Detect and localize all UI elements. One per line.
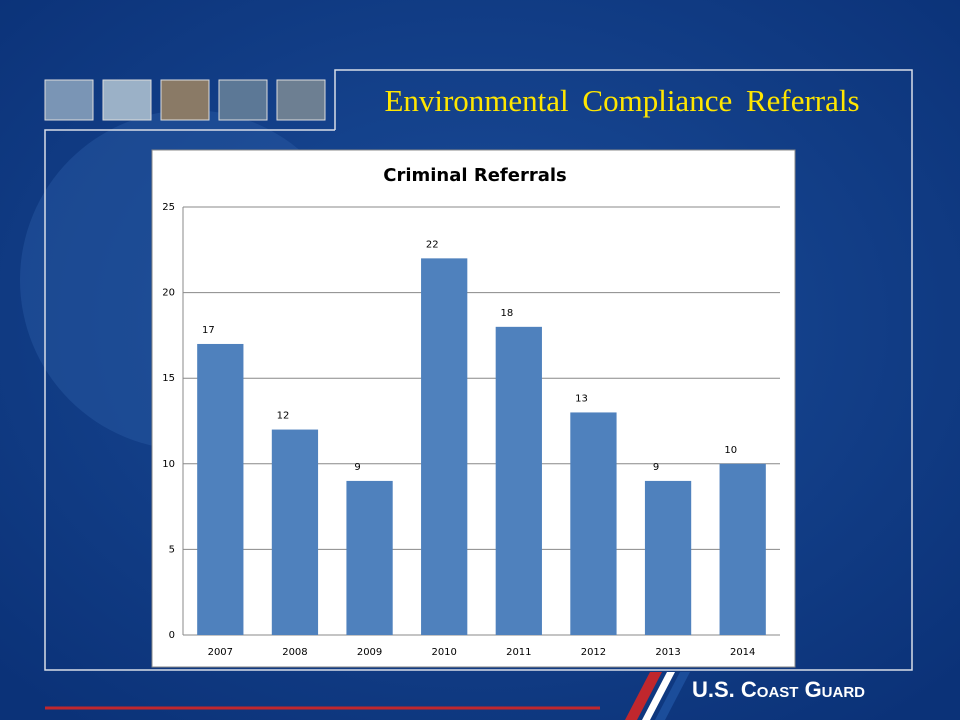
x-tick-label: 2009	[357, 647, 382, 658]
photo-strip	[44, 79, 326, 121]
x-tick-label: 2010	[431, 647, 456, 658]
stripe	[625, 672, 662, 720]
y-tick-label: 5	[169, 544, 175, 555]
photo	[102, 79, 152, 121]
bar	[271, 429, 319, 635]
data-label: 13	[575, 393, 588, 404]
data-label: 9	[354, 462, 360, 473]
bar	[346, 480, 393, 635]
bar	[197, 343, 244, 635]
x-tick-label: 2013	[655, 647, 680, 658]
x-tick-label: 2011	[506, 647, 531, 658]
stripe	[655, 672, 690, 720]
photo	[160, 79, 210, 121]
frame	[44, 69, 913, 671]
data-label: 18	[501, 308, 514, 319]
footer: U.S. Coast Guard	[45, 672, 865, 720]
data-label: 9	[653, 462, 659, 473]
data-label: 10	[724, 445, 737, 456]
data-label: 22	[426, 239, 439, 250]
photo	[218, 79, 268, 121]
slide-title: Environmental Compliance Referrals	[384, 83, 859, 118]
chart-title: Criminal Referrals	[383, 165, 566, 186]
x-tick-label: 2007	[208, 647, 233, 658]
y-tick-label: 25	[162, 202, 175, 213]
y-tick-label: 20	[162, 288, 175, 299]
chart-area	[151, 149, 796, 668]
bar	[495, 326, 542, 635]
x-tick-label: 2008	[282, 647, 307, 658]
y-tick-label: 15	[162, 373, 175, 384]
bar	[421, 258, 468, 635]
footer-text: U.S. Coast Guard	[692, 677, 865, 702]
data-label: 17	[202, 325, 215, 336]
photo	[44, 79, 94, 121]
data-label: 12	[277, 411, 290, 422]
x-tick-label: 2012	[581, 647, 606, 658]
bar	[644, 480, 692, 635]
x-tick-label: 2014	[730, 647, 755, 658]
stripe	[642, 672, 675, 720]
photo	[276, 79, 326, 121]
bar	[570, 412, 617, 635]
y-tick-label: 0	[169, 630, 175, 641]
bar	[719, 463, 766, 635]
y-tick-label: 10	[162, 459, 175, 470]
